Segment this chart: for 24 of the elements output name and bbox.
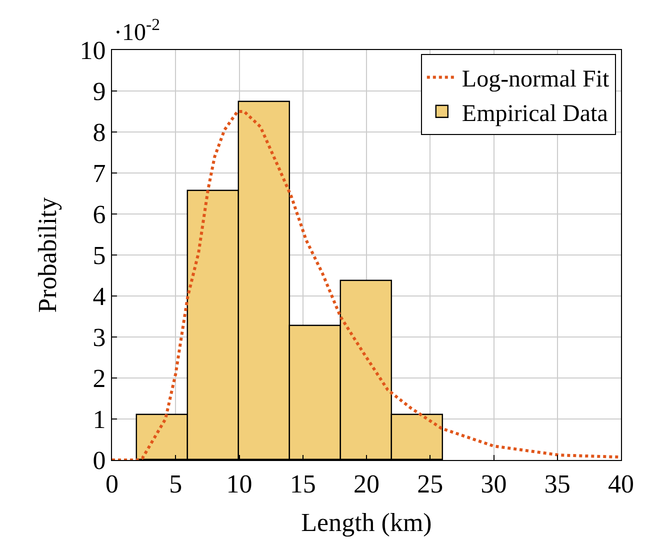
text: ·10$^{-2}$	[114, 15, 160, 46]
y-tick-label: 8	[92, 118, 106, 148]
x-tick-label: 15	[290, 469, 316, 498]
x-axis-title: Length (km)	[301, 508, 432, 537]
y-tick-label: 4	[92, 282, 106, 312]
y-tick-label: 3	[92, 323, 106, 352]
y-tick-label: 9	[92, 77, 106, 106]
x-tick-label: 5	[169, 469, 182, 498]
y-axis-title: Probability	[33, 197, 62, 313]
x-tick-label: 40	[608, 469, 634, 498]
legend-label: Log-normal Fit	[462, 66, 610, 93]
x-tick-label: 20	[354, 469, 380, 498]
y-tick-label: 10	[80, 36, 106, 66]
y-tick-label: 5	[92, 241, 106, 270]
legend-label: Empirical Data	[462, 100, 608, 127]
y-tick-label: 6	[92, 200, 106, 230]
y-tick-label: 1	[92, 405, 106, 434]
x-tick-label: 35	[544, 469, 570, 498]
y-tick-label: 7	[92, 159, 106, 188]
y-tick-label: 2	[92, 364, 106, 394]
y-tick-label: 0	[92, 446, 106, 476]
x-tick-label: 10	[226, 469, 252, 498]
x-tick-label: 30	[480, 469, 507, 498]
x-tick-label: 25	[417, 469, 444, 498]
